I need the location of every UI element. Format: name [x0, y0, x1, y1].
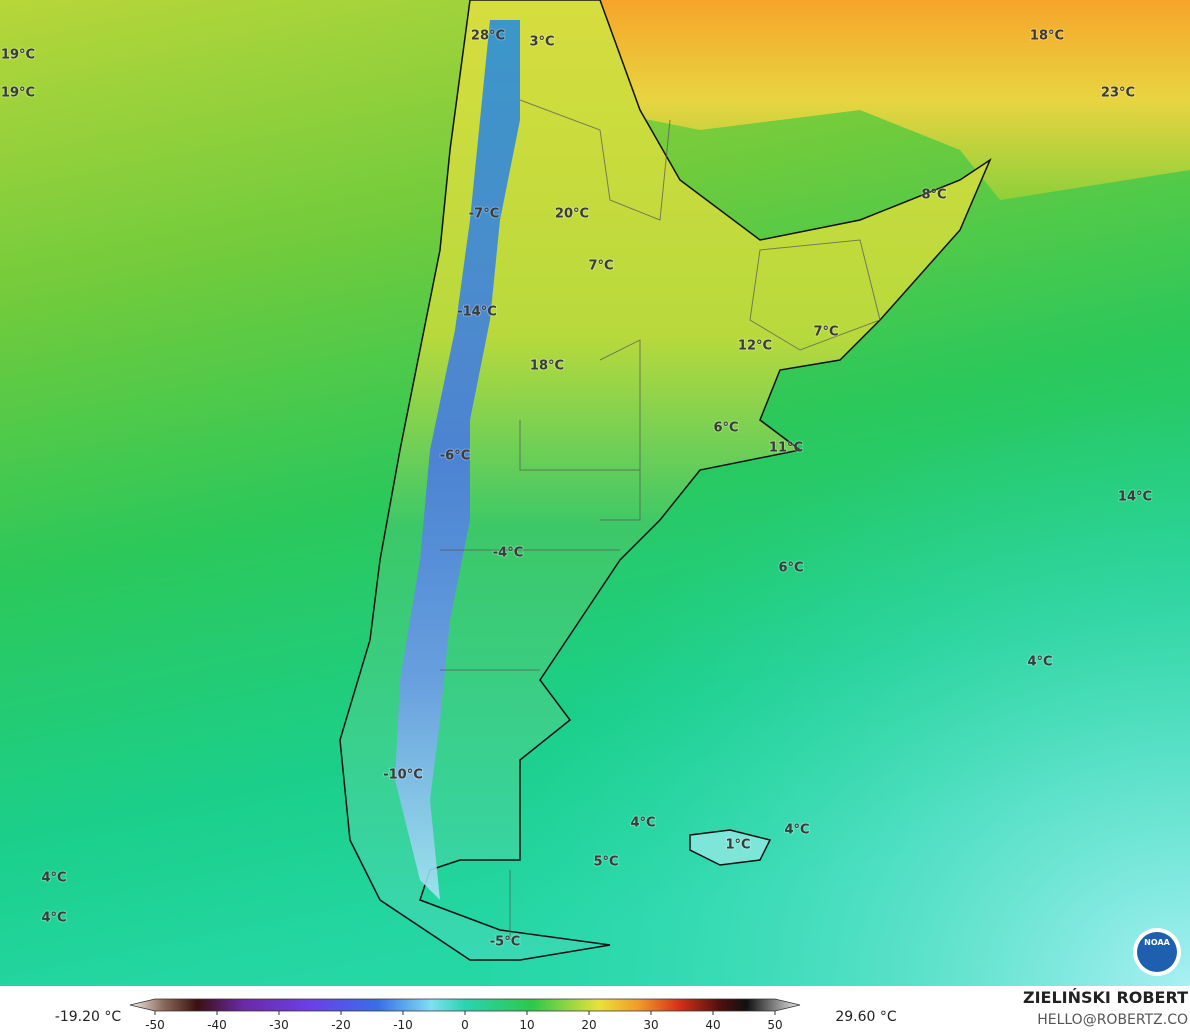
temperature-label: 4°C: [784, 823, 809, 838]
colorbar-tick-label: 30: [643, 1018, 658, 1032]
falklands: [689, 829, 772, 866]
temperature-label: 23°C: [1101, 86, 1135, 101]
colorbar-tick-label: 50: [767, 1018, 782, 1032]
email: HELLO@ROBERTZ.CO: [1037, 1012, 1188, 1028]
temperature-label: 6°C: [713, 421, 738, 436]
land: [339, 0, 992, 961]
temperature-label: -6°C: [440, 449, 470, 464]
temperature-label: -14°C: [457, 305, 497, 320]
temperature-label: 19°C: [1, 86, 35, 101]
map: NOAA: [0, 0, 1190, 986]
temperature-label: 3°C: [529, 35, 554, 50]
temperature-label: 4°C: [41, 911, 66, 926]
temperature-label: 18°C: [1030, 29, 1064, 44]
temperature-label: 14°C: [1118, 490, 1152, 505]
noaa-logo: NOAA: [1133, 928, 1181, 976]
andes-cold: [395, 20, 520, 900]
temperature-label: 7°C: [813, 325, 838, 340]
temperature-label: 19°C: [1, 48, 35, 63]
colorbar-min: -19.20 °C: [55, 1009, 122, 1025]
temperature-label: -7°C: [469, 207, 499, 222]
temperature-label: -10°C: [383, 768, 423, 783]
svg-text:NOAA: NOAA: [1144, 938, 1170, 947]
colorbar-ticks: -50 -40 -30 -20 -10 0 10 20 30 40 50: [145, 1011, 783, 1032]
north-warm-region: [600, 0, 1190, 200]
temperature-label: 12°C: [738, 339, 772, 354]
temperature-label: 20°C: [555, 207, 589, 222]
temperature-label: 4°C: [41, 871, 66, 886]
temperature-label: 4°C: [1027, 655, 1052, 670]
colorbar-tick-label: -20: [331, 1018, 351, 1032]
temperature-label: 18°C: [530, 359, 564, 374]
temperature-labels: 28°C 3°C 18°C 19°C 19°C 23°C 8°C -7°C 20°C 7°C -14…: [0, 28, 1153, 951]
colorbar-tick-label: -10: [393, 1018, 413, 1032]
temperature-label: -5°C: [490, 935, 520, 950]
temperature-label: 4°C: [630, 816, 655, 831]
temperature-label: 1°C: [725, 838, 750, 853]
colorbar-max: 29.60 °C: [835, 1009, 897, 1025]
author: ZIELIŃSKI ROBERT: [1023, 988, 1188, 1007]
colorbar-tick-label: -40: [207, 1018, 227, 1032]
colorbar-tick-label: -50: [145, 1018, 165, 1032]
temperature-label: 5°C: [593, 855, 618, 870]
colorbar: -50 -40 -30 -20 -10 0 10 20 30 40 50 -19.20 °C 29.…: [55, 998, 897, 1032]
temperature-label: 11°C: [769, 441, 803, 456]
colorbar-tick-label: 20: [581, 1018, 596, 1032]
colorbar-tick-label: -30: [269, 1018, 289, 1032]
temperature-label: 7°C: [588, 259, 613, 274]
colorbar-tick-label: 10: [519, 1018, 534, 1032]
temperature-label: 28°C: [471, 29, 505, 44]
temperature-label: -4°C: [493, 546, 523, 561]
colorbar-tick-label: 40: [705, 1018, 720, 1032]
temperature-label: 6°C: [778, 561, 803, 576]
borders: [440, 99, 881, 940]
colorbar-tick-label: 0: [461, 1018, 469, 1032]
colorbar-gradient: [129, 998, 801, 1012]
temperature-label: 8°C: [921, 188, 946, 203]
